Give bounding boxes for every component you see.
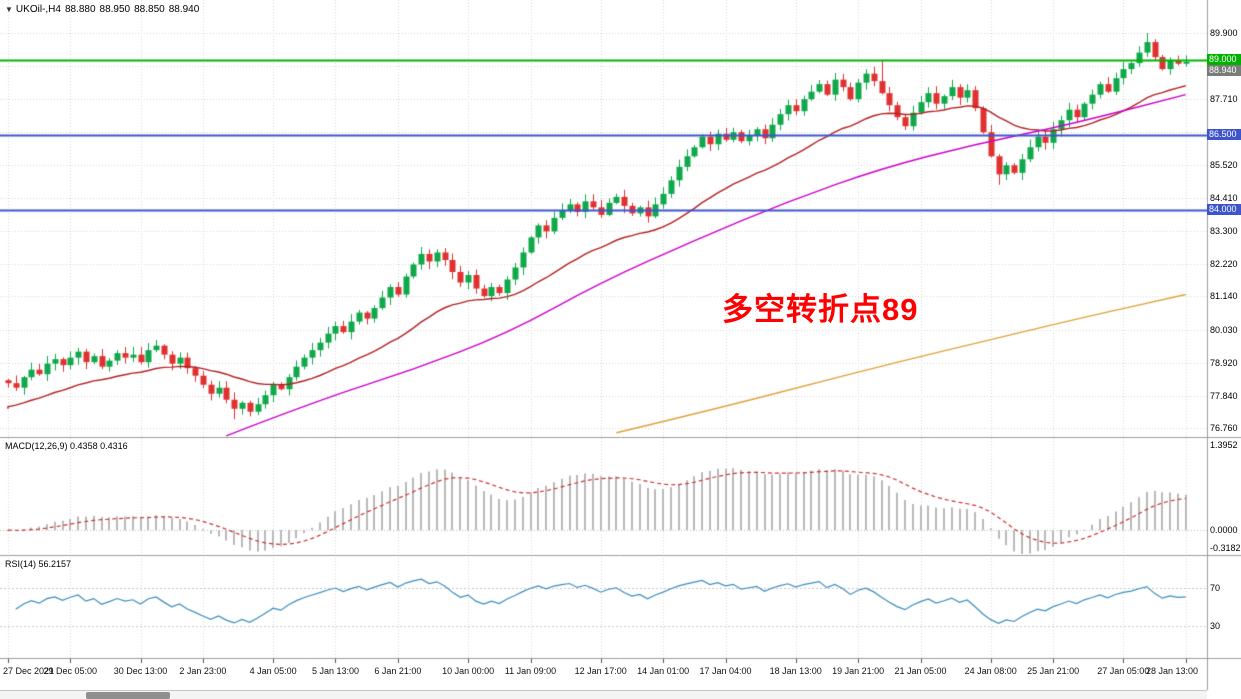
rsi-scale-label: 30 xyxy=(1210,621,1221,632)
macd-name: MACD(12,26,9) xyxy=(5,441,68,451)
scrollbar-thumb[interactable] xyxy=(86,692,170,699)
symbol-ohlc-line: ▼ UKOil-,H4 88.880 88.950 88.850 88.940 xyxy=(5,4,203,15)
time-axis-label: 19 Jan 21:00 xyxy=(832,666,885,676)
time-axis-label: 6 Jan 21:00 xyxy=(374,666,422,676)
time-axis-label: 10 Jan 00:00 xyxy=(442,666,495,676)
ohlc-open: 88.880 xyxy=(64,4,96,15)
horizontal-scrollbar[interactable] xyxy=(0,690,1207,699)
price-axis-label: 83.300 xyxy=(1210,226,1238,237)
macd-scale-label: 1.3952 xyxy=(1210,440,1238,450)
time-axis-label: 2 Jan 23:00 xyxy=(179,666,227,676)
macd-values: 0.4358 0.4316 xyxy=(70,441,128,451)
time-axis-label: 11 Jan 09:00 xyxy=(504,666,557,676)
price-axis-label: 77.840 xyxy=(1210,390,1238,401)
rsi-name: RSI(14) xyxy=(5,559,37,569)
price-axis-label: 80.030 xyxy=(1210,324,1238,335)
macd-scale-label: 0.0000 xyxy=(1210,525,1238,536)
price-level-badge: 89.000 xyxy=(1207,54,1241,66)
price-axis-label: 81.140 xyxy=(1210,291,1238,302)
ohlc-low: 88.850 xyxy=(134,4,165,15)
time-axis-label: 12 Jan 17:00 xyxy=(574,666,627,676)
time-axis-label: 5 Jan 13:00 xyxy=(311,666,360,676)
time-axis[interactable]: 27 Dec 2021 29 Dec 05:00 30 Dec 13:00 2 Jan… xyxy=(0,658,1207,690)
symbol-dropdown-icon[interactable]: ▼ xyxy=(5,5,13,14)
time-axis-label: 27 Jan 05:00 xyxy=(1097,666,1150,676)
rsi-value: 56.2157 xyxy=(38,559,72,569)
price-axis-label: 82.220 xyxy=(1210,258,1238,269)
price-scale[interactable]: 89.900 87.710 85.520 84.410 83.300 82.220 81.1… xyxy=(1207,0,1241,690)
symbol-name: UKOil-,H4 xyxy=(15,4,61,15)
time-axis-label: 18 Jan 13:00 xyxy=(769,666,822,676)
time-axis-label: 29 Dec 05:00 xyxy=(43,666,98,676)
time-axis-label: 24 Jan 08:00 xyxy=(964,666,1017,676)
time-axis-label: 25 Jan 21:00 xyxy=(1027,666,1080,676)
time-axis-label: 4 Jan 05:00 xyxy=(249,666,297,676)
time-axis-label: 14 Jan 01:00 xyxy=(637,666,690,676)
price-axis-label: 85.520 xyxy=(1210,159,1238,170)
rsi-scale-label: 70 xyxy=(1210,582,1221,593)
time-axis-label: 27 Dec 2021 xyxy=(3,666,55,676)
price-level-badge: 84.000 xyxy=(1207,204,1241,216)
price-level-badge: 86.500 xyxy=(1207,129,1241,141)
macd-indicator-label: MACD(12,26,9) 0.4358 0.4316 xyxy=(5,441,128,451)
time-axis-label: 28 Jan 13:00 xyxy=(1145,666,1199,676)
rsi-indicator-label: RSI(14) 56.2157 xyxy=(5,559,71,569)
macd-scale-label: -0.3182 xyxy=(1210,543,1241,553)
time-axis-label: 21 Jan 05:00 xyxy=(894,666,947,676)
chart-annotation-text: 多空转折点89 xyxy=(722,292,919,327)
price-axis-label: 89.900 xyxy=(1210,28,1238,39)
price-axis-label: 76.760 xyxy=(1210,422,1238,433)
time-axis-label: 30 Dec 13:00 xyxy=(113,666,168,676)
ohlc-high: 88.950 xyxy=(99,4,131,15)
price-axis-label: 78.920 xyxy=(1210,358,1238,369)
price-axis-label: 87.710 xyxy=(1210,93,1238,104)
price-axis-label: 84.410 xyxy=(1210,193,1238,204)
time-axis-label: 17 Jan 04:00 xyxy=(699,666,752,676)
current-price-badge: 88.940 xyxy=(1207,65,1241,77)
ohlc-close: 88.940 xyxy=(168,4,200,15)
